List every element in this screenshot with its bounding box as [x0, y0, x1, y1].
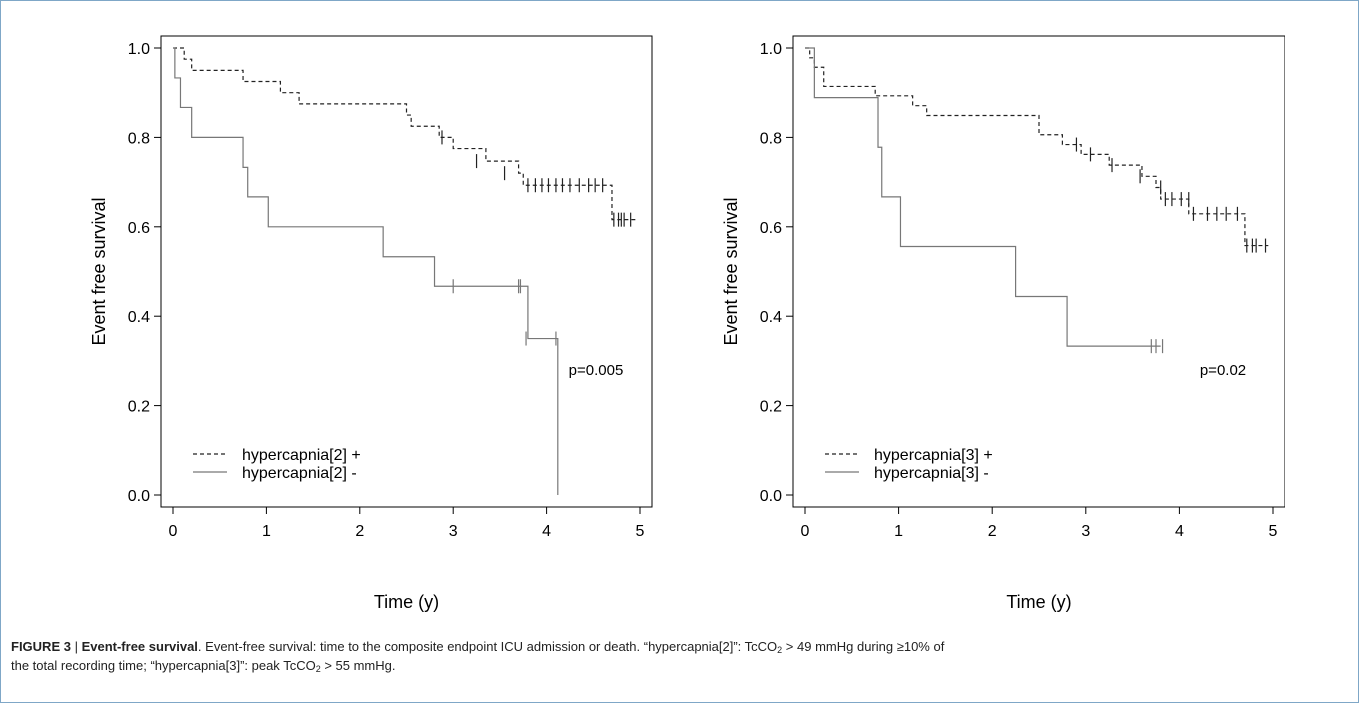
p-value-annotation: p=0.005	[569, 362, 624, 379]
y-tick-label: 0.6	[760, 220, 782, 237]
y-tick-label: 0.8	[128, 130, 150, 147]
survival-curve-series-1	[805, 47, 1269, 247]
plot-frame	[160, 35, 653, 508]
x-tick-label: 1	[894, 523, 903, 540]
caption-title: Event-free survival	[81, 639, 198, 654]
plot-area: 0 1 2 3 4 5 0.0 0.2 0.4 0.6 0.8 1.0 Time (y) Event fr…	[75, 13, 1285, 617]
x-tick-label: 2	[988, 523, 997, 540]
y-tick-label: 0.4	[760, 309, 782, 326]
y-tick-label: 1.0	[760, 41, 782, 58]
y-tick-label: 0.6	[128, 220, 150, 237]
caption-subscript-2: 2	[315, 664, 321, 674]
chart-panel-2: 0 1 2 3 4 5 0.0 0.2 0.4 0.6 0.8 1.0 Time (y) Event fr…	[721, 35, 1285, 612]
x-tick-label: 3	[449, 523, 458, 540]
survival-curve-series-2	[805, 47, 1161, 347]
caption-text-1a: . Event-free survival: time to the compo…	[197, 639, 778, 654]
y-tick-label: 0.2	[760, 399, 782, 416]
legend-label-series-1: hypercapnia[2] +	[242, 447, 361, 464]
p-value-annotation: p=0.02	[1200, 362, 1246, 379]
x-tick-label: 0	[801, 523, 810, 540]
x-tick-label: 4	[1175, 523, 1184, 540]
y-axis-label: Event free survival	[721, 197, 741, 345]
y-tick-label: 1.0	[128, 41, 150, 58]
survival-charts: 0 1 2 3 4 5 0.0 0.2 0.4 0.6 0.8 1.0 Time (y) Event fr…	[89, 35, 1285, 612]
y-tick-label: 0.2	[128, 399, 150, 416]
x-tick-label: 1	[262, 523, 271, 540]
x-tick-label: 4	[542, 523, 551, 540]
y-tick-label: 0.0	[128, 488, 150, 505]
caption-subscript-1: 2	[777, 645, 783, 655]
x-axis-label: Time (y)	[374, 592, 439, 612]
x-tick-label: 2	[355, 523, 364, 540]
caption-separator: |	[70, 639, 82, 654]
caption-label: FIGURE 3	[11, 639, 71, 654]
x-tick-label: 3	[1081, 523, 1090, 540]
caption-line-2: the total recording time; “hypercapnia[3…	[11, 656, 1351, 675]
x-tick-label: 5	[636, 523, 645, 540]
x-tick-label: 5	[1269, 523, 1278, 540]
chart-panel-1: 0 1 2 3 4 5 0.0 0.2 0.4 0.6 0.8 1.0 Time (y) Event fr…	[89, 35, 653, 612]
legend-label-series-2: hypercapnia[3] -	[874, 465, 989, 482]
caption-line-1: FIGURE 3 | Event-free survival. Event-fr…	[11, 637, 1351, 656]
y-tick-label: 0.8	[760, 130, 782, 147]
y-tick-label: 0.4	[128, 309, 150, 326]
survival-curve-series-2	[173, 47, 559, 495]
y-axis-label: Event free survival	[89, 197, 109, 345]
caption-text-1b: > 49 mmHg during ≥10% of	[782, 639, 945, 654]
figure-caption: FIGURE 3 | Event-free survival. Event-fr…	[11, 637, 1351, 675]
plot-frame	[792, 35, 1285, 508]
x-axis-label: Time (y)	[1006, 592, 1071, 612]
caption-text-2b: > 55 mmHg.	[320, 658, 396, 673]
x-tick-label: 0	[169, 523, 178, 540]
caption-text-2a: the total recording time; “hypercapnia[3…	[11, 658, 316, 673]
legend-label-series-1: hypercapnia[3] +	[874, 447, 993, 464]
legend-label-series-2: hypercapnia[2] -	[242, 465, 357, 482]
y-tick-label: 0.0	[760, 488, 782, 505]
survival-curve-series-1	[173, 47, 636, 221]
